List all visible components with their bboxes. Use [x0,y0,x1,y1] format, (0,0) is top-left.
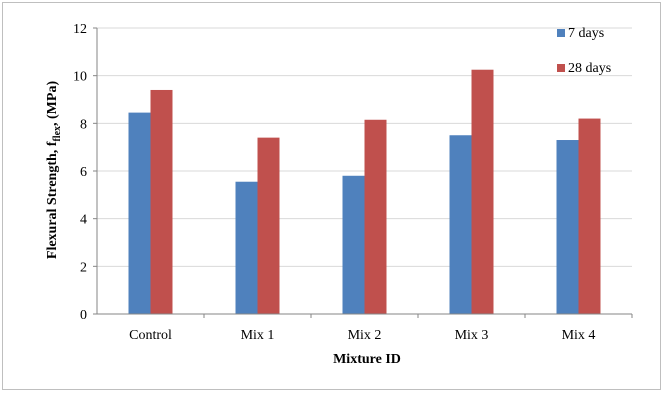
y-tick-label: 8 [80,117,87,132]
x-tick-label: Mix 3 [455,328,489,343]
bar-28-days [578,118,601,314]
y-tick-label: 6 [80,165,87,180]
axes [96,28,633,318]
legend-label: 28 days [568,61,611,76]
bars [128,69,601,314]
y-tick-labels: 0 2 4 6 8 10 12 [73,22,87,323]
x-tick-label: Control [129,328,172,343]
x-tick-label: Mix 2 [348,328,382,343]
y-tick-label: 10 [73,70,87,85]
bar-28-days [471,69,494,314]
bar-7-days [342,175,365,314]
legend-swatch [557,29,565,37]
y-axis-title-unit: , (MPa) [45,81,60,126]
bar-7-days [235,181,258,314]
bar-7-days [556,140,579,314]
x-tick-label: Mix 4 [562,328,596,343]
y-tick-label: 4 [80,213,87,228]
bar-28-days [364,119,387,314]
y-axis-title-main: Flexural Strength, f [45,141,60,259]
legend-label: 7 days [568,26,604,41]
y-tick-label: 2 [80,260,87,275]
chart-frame [2,2,661,390]
y-tick-label: 0 [80,308,87,323]
bar-7-days [128,112,151,314]
x-tick-labels: Control Mix 1 Mix 2 Mix 3 Mix 4 [129,328,595,343]
legend-swatch [557,64,565,72]
y-axis-title: Flexural Strength, fflex, (MPa) [45,81,63,260]
y-axis-title-subscript: flex [52,126,63,142]
x-tick-label: Mix 1 [241,328,275,343]
legend: 7 days 28 days [557,26,611,76]
x-axis-title: Mixture ID [333,352,401,367]
y-tick-label: 12 [73,22,87,37]
bar-28-days [150,89,173,314]
bar-7-days [449,135,472,314]
bar-28-days [257,137,280,314]
